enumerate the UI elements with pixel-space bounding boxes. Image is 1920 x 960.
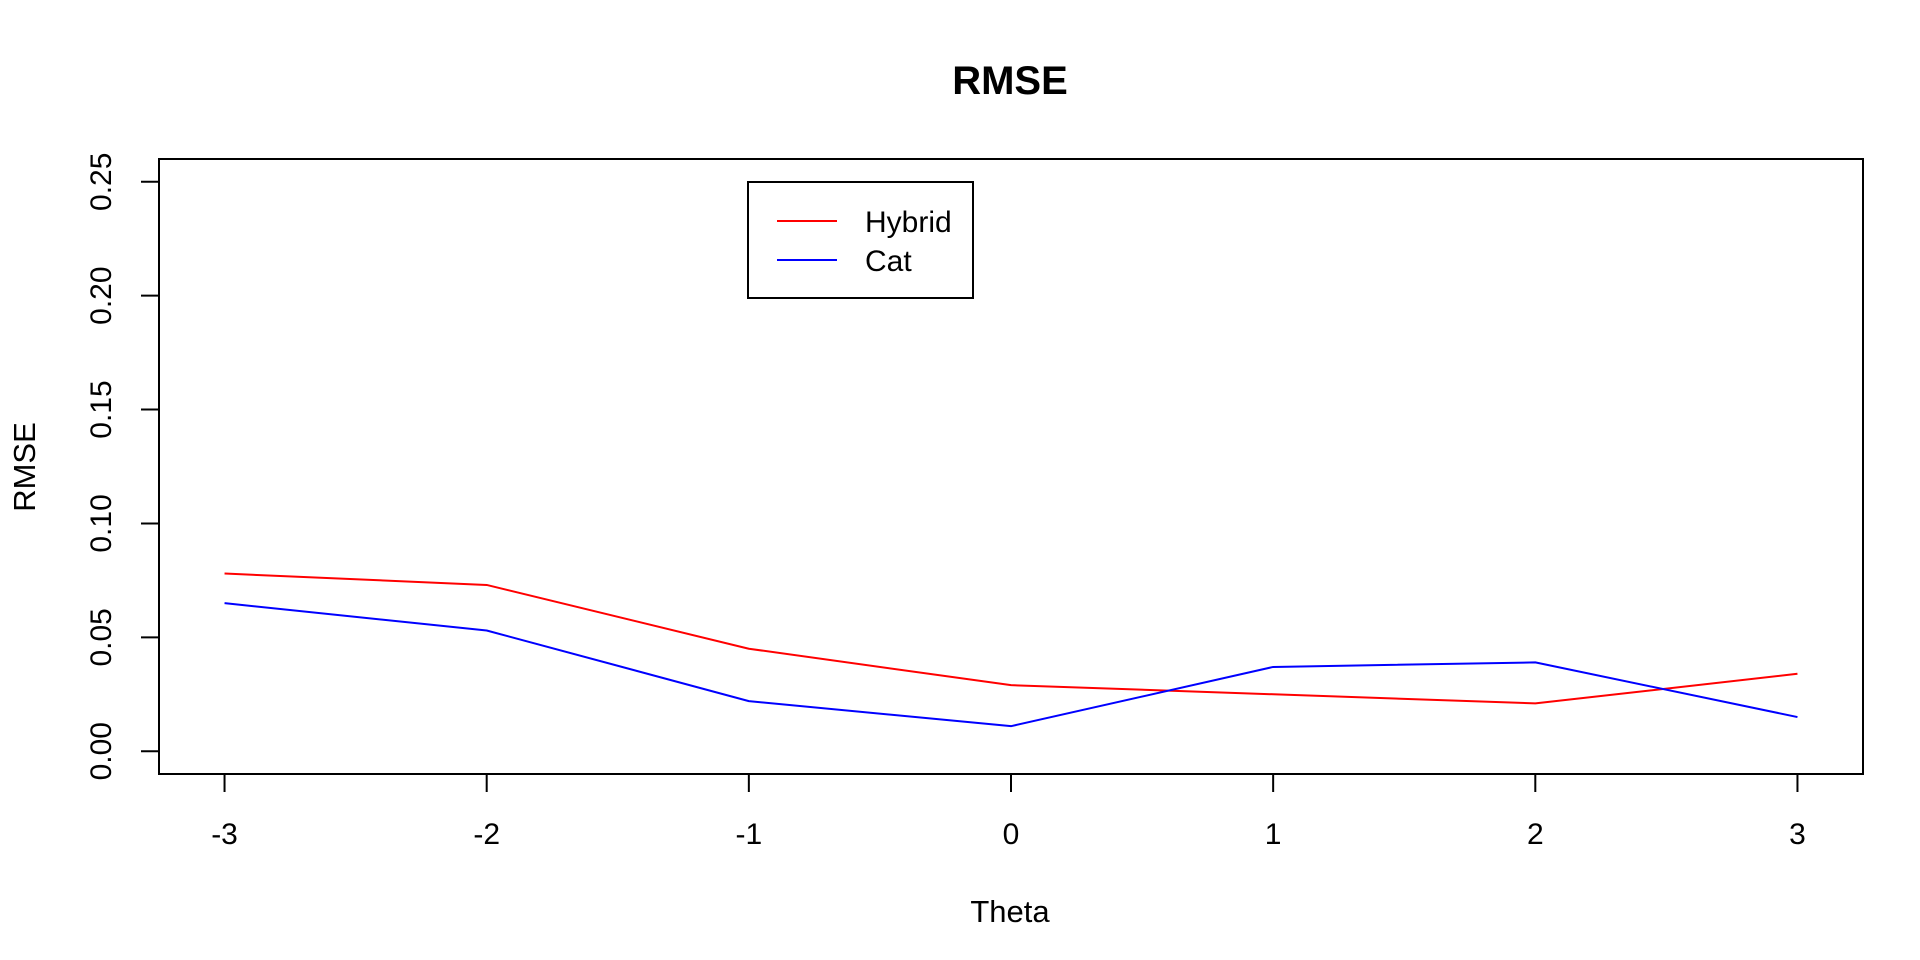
x-axis: -3 -2 -1 0 1 2 3 [211, 773, 1806, 851]
y-axis-label: RMSE [7, 422, 42, 512]
series-line-cat [224, 602, 1798, 728]
y-tick-label: 0.20 [85, 266, 118, 324]
x-tick-label: 3 [1789, 818, 1806, 851]
x-axis-label: Theta [970, 894, 1050, 929]
x-tick-label: 2 [1527, 818, 1544, 851]
y-tick-label: 0.05 [85, 608, 118, 666]
y-tick-label: 0.00 [85, 722, 118, 780]
y-axis: 0.00 0.05 0.10 0.15 0.20 0.25 [85, 153, 160, 780]
y-tick-label: 0.25 [85, 153, 118, 211]
legend-box [747, 181, 974, 299]
x-tick-label: 0 [1003, 818, 1020, 851]
chart-title: RMSE [952, 59, 1068, 103]
x-tick-label: 1 [1265, 818, 1282, 851]
series-line-hybrid [224, 572, 1798, 705]
y-tick-label: 0.10 [85, 494, 118, 552]
plot-area-frame [158, 158, 1864, 775]
x-tick-label: -2 [473, 818, 500, 851]
series-layer [224, 572, 1798, 728]
legend: Hybrid Cat [747, 181, 974, 299]
legend-label-hybrid: Hybrid [865, 206, 952, 239]
y-tick-label: 0.15 [85, 380, 118, 438]
x-tick-label: -1 [736, 818, 763, 851]
legend-label-cat: Cat [865, 245, 912, 278]
x-tick-label: -3 [211, 818, 238, 851]
